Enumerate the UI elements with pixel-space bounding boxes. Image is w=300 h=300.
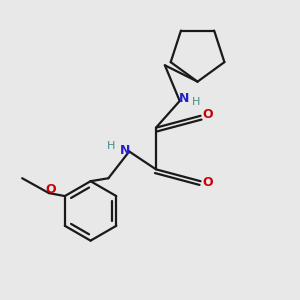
- Text: N: N: [119, 143, 130, 157]
- Text: O: O: [45, 183, 56, 196]
- Text: N: N: [179, 92, 189, 105]
- Text: H: H: [106, 141, 115, 151]
- Text: O: O: [202, 108, 213, 121]
- Text: H: H: [192, 98, 200, 107]
- Text: O: O: [202, 176, 213, 189]
